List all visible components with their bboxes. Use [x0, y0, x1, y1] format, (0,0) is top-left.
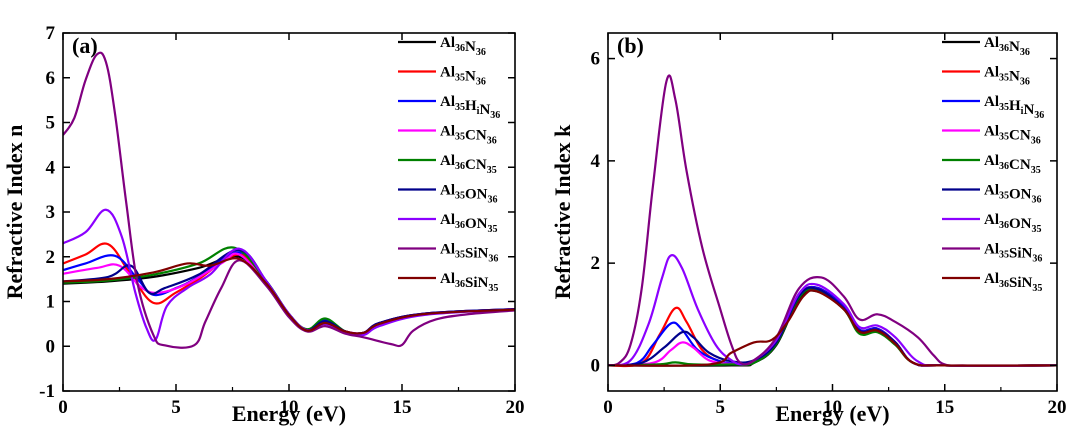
legend-label: Al36CN35 [440, 153, 497, 176]
y-tick-label: 0 [46, 336, 56, 357]
y-tick-label: 4 [591, 151, 601, 172]
x-tick-label: 20 [1048, 397, 1067, 418]
y-tick-label: 2 [46, 247, 56, 268]
y-tick-label: 0 [591, 355, 601, 376]
legend-label: Al35ON36 [984, 183, 1042, 206]
panel-label: (a) [72, 33, 98, 58]
y-tick-label: 1 [46, 292, 56, 313]
chart-panel-b: 0 5 10 15 20 0 2 4 6 Energy (eV) Refractive Index … [550, 32, 1067, 426]
x-tick-label: 5 [716, 397, 726, 418]
legend-label: Al36SiN35 [440, 271, 498, 294]
x-tick-label: 10 [823, 397, 842, 418]
legend-label: Al36SiN35 [984, 271, 1042, 294]
x-tick-label: 5 [171, 397, 181, 418]
x-tick-label: 20 [506, 397, 525, 418]
series-lines [608, 74, 1057, 368]
series-line-al36sin35 [63, 257, 515, 335]
y-tick-label: -1 [39, 381, 55, 402]
x-tick-label: 10 [280, 397, 299, 418]
x-tick-label: 0 [58, 397, 68, 418]
x-axis-title: Energy (eV) [232, 401, 346, 426]
legend-label: Al36N36 [440, 35, 486, 58]
legend-label: Al36CN35 [984, 153, 1041, 176]
legend-label: Al35ON36 [440, 183, 498, 206]
y-axis-title: Refractive Index n [2, 125, 27, 300]
y-axis-title: Refractive Index k [550, 124, 575, 300]
y-tick-label: 3 [46, 202, 56, 223]
legend-label: Al35N36 [440, 65, 486, 88]
legend-label: Al35CN36 [984, 124, 1041, 147]
legend-label: Al36N36 [984, 35, 1030, 58]
legend-label: Al36ON35 [984, 212, 1042, 235]
legend-label: Al36ON35 [440, 212, 498, 235]
y-tick-label: 2 [591, 253, 601, 274]
legend: Al36N36 Al35N36 Al35HiN36 Al35CN36 Al36CN35 A… [942, 35, 1044, 294]
series-line-al35sin36 [608, 74, 1057, 367]
legend-label: Al35N36 [984, 65, 1030, 88]
series-line-al36on35 [63, 208, 515, 342]
series-line-al36n36 [608, 289, 1057, 367]
x-tick-label: 0 [603, 397, 613, 418]
y-tick-label: 4 [46, 157, 56, 178]
series-line-al36sin35 [608, 289, 1057, 367]
y-tick-label: 6 [46, 68, 56, 89]
x-tick-label: 15 [935, 397, 954, 418]
x-tick-label: 15 [393, 397, 412, 418]
series-line-al35on36 [63, 248, 515, 335]
legend-label: Al35HiN36 [984, 94, 1044, 121]
panel-label: (b) [617, 33, 644, 58]
series-lines [63, 51, 515, 349]
x-axis-title: Energy (eV) [775, 401, 889, 426]
legend: Al36N36 Al35N36 Al35HiN36 Al35CN36 Al36CN35 A… [398, 35, 500, 294]
series-line-al35sin36 [63, 51, 515, 349]
series-line-al36cn35 [63, 246, 515, 335]
y-tick-label: 6 [591, 49, 601, 70]
y-tick-label: 5 [46, 113, 56, 134]
legend-label: Al35CN36 [440, 124, 497, 147]
legend-label: Al35HiN36 [440, 94, 500, 121]
legend-label: Al35SiN36 [984, 242, 1042, 265]
legend-label: Al35SiN36 [440, 242, 498, 265]
series-line-al35hin36 [63, 251, 515, 335]
y-tick-label: 7 [46, 23, 56, 44]
